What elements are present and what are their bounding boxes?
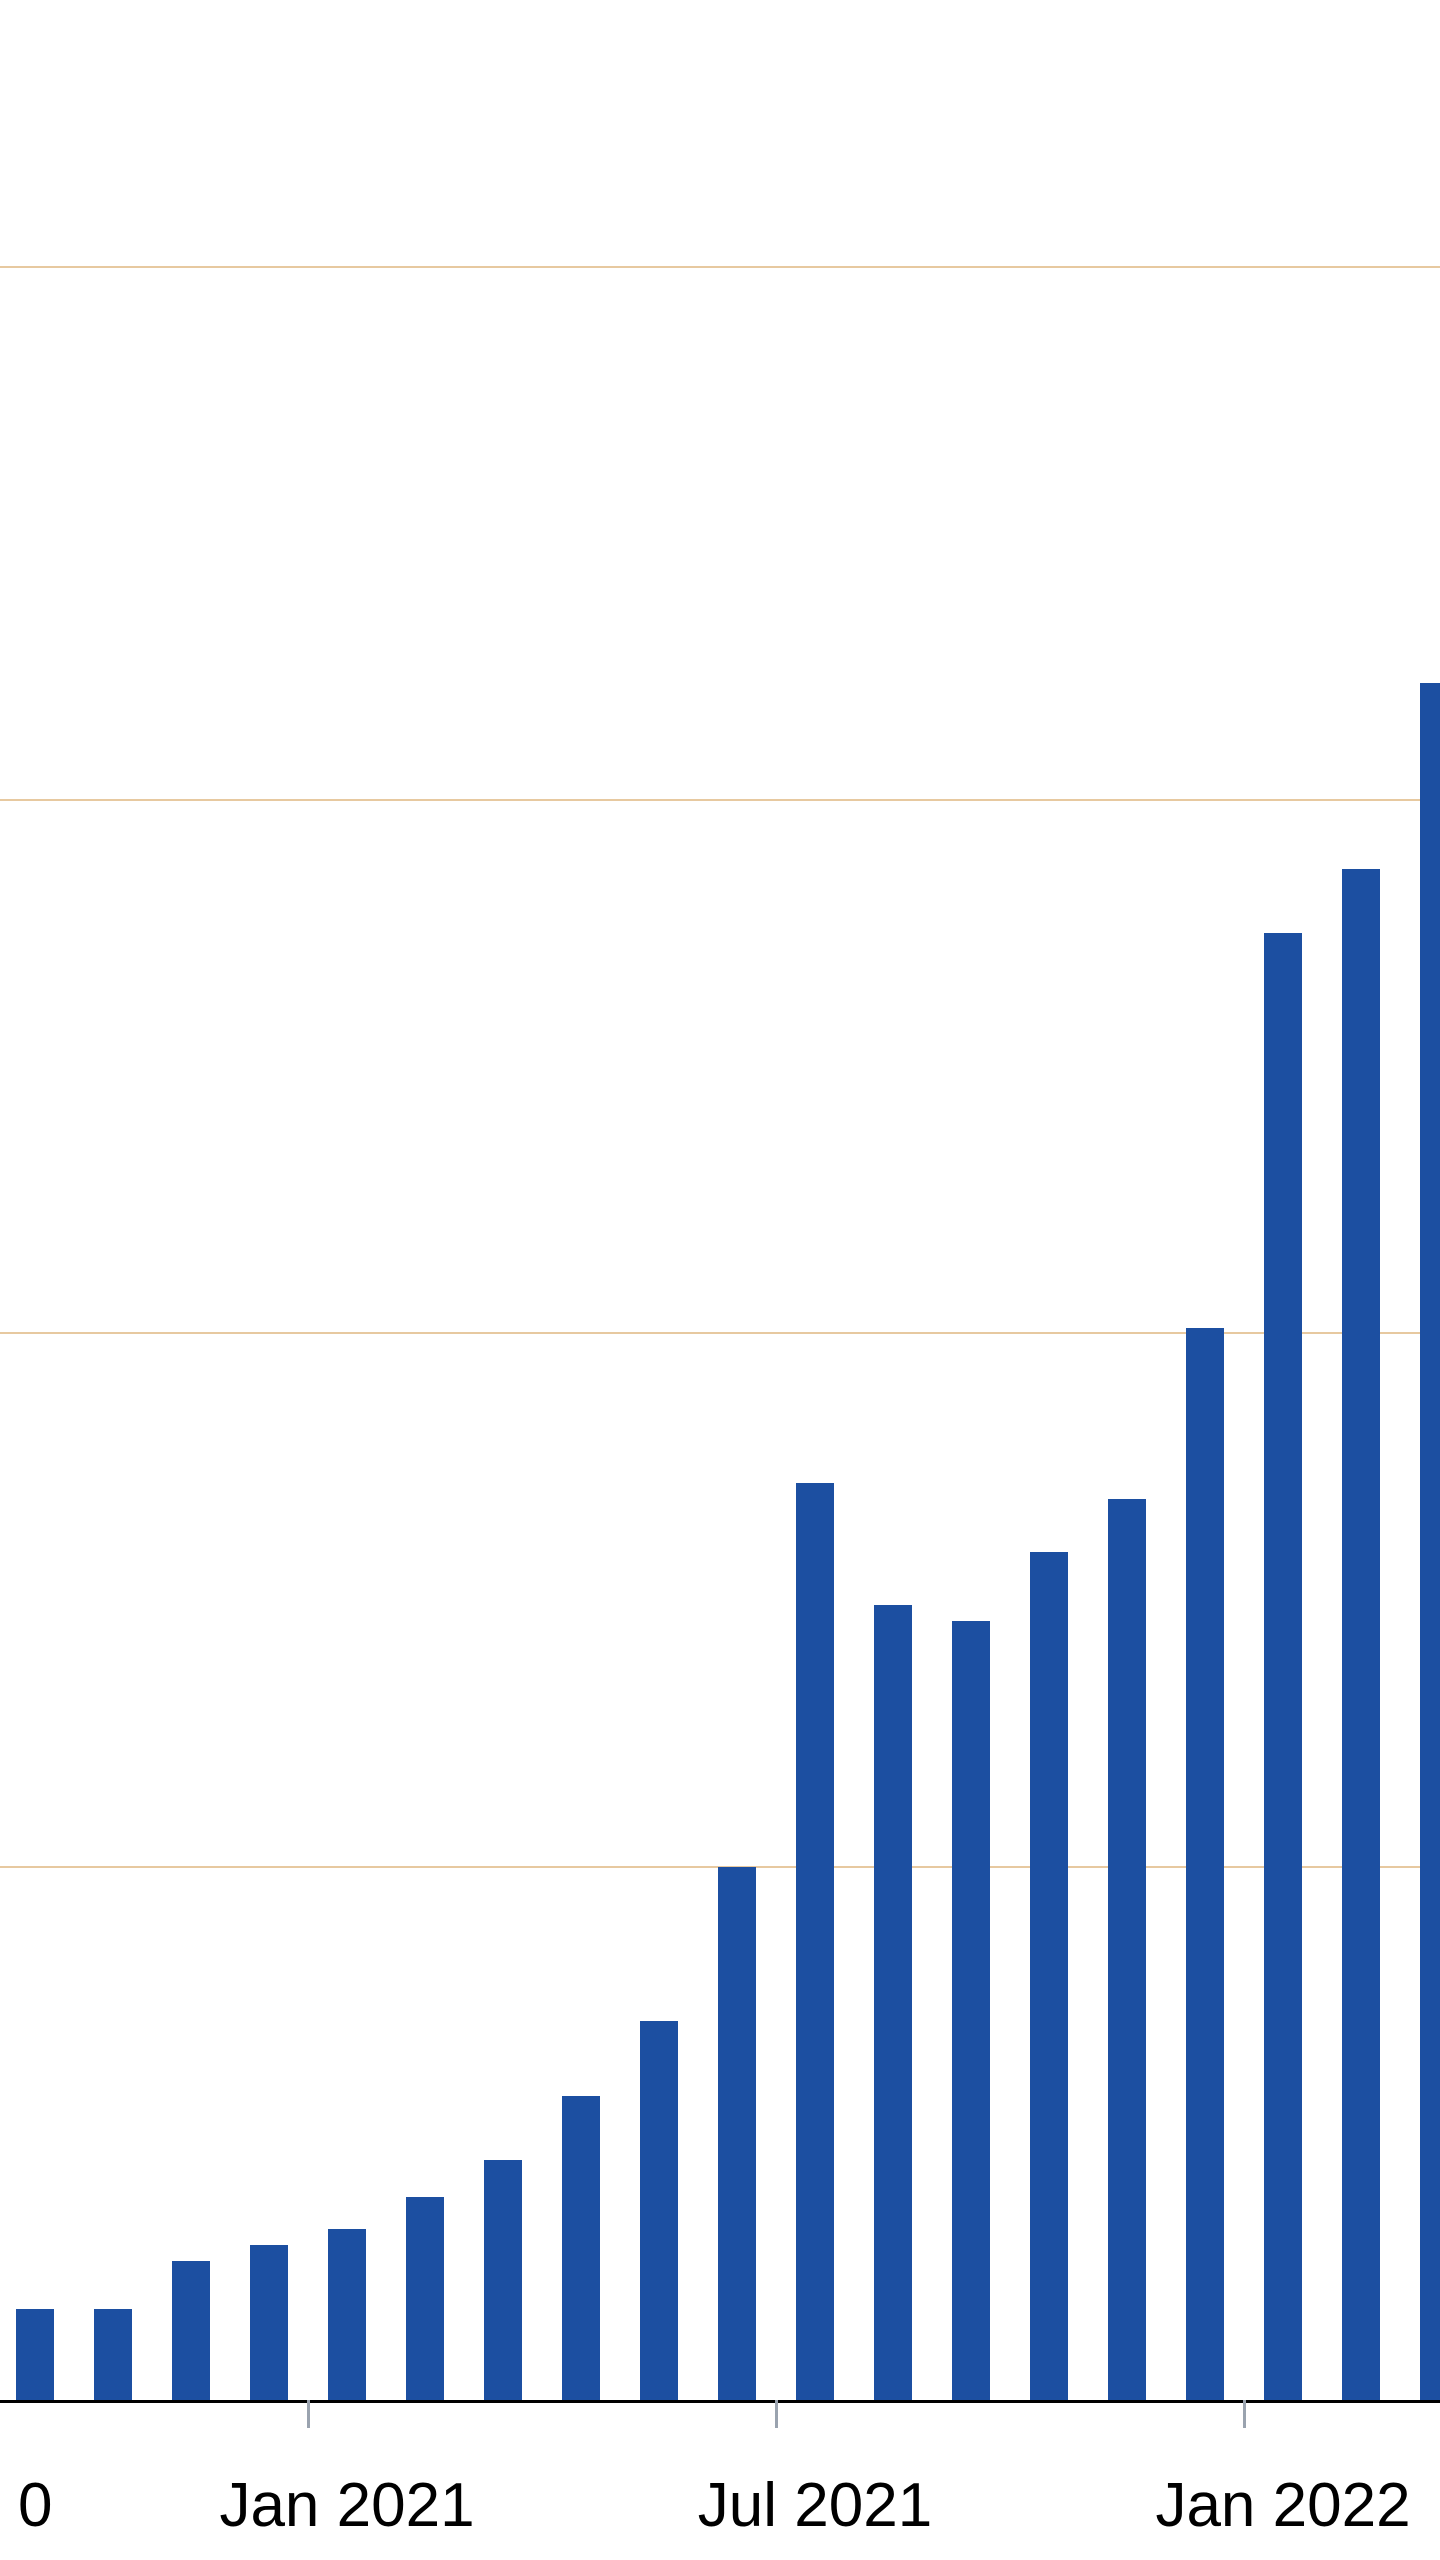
bar (1186, 1328, 1224, 2400)
bar (16, 2309, 54, 2400)
x-tick (307, 2400, 310, 2428)
bar (796, 1483, 834, 2400)
bar (94, 2309, 132, 2400)
x-axis-baseline (0, 2400, 1440, 2403)
x-axis-label: Jan 2022 (1155, 2470, 1410, 2541)
bar (1342, 869, 1380, 2400)
bar-chart: 0 Jan 2021 Jul 2021 Jan 2022 (0, 0, 1440, 2560)
plot-area (0, 0, 1440, 2400)
bar (484, 2160, 522, 2400)
bar (562, 2096, 600, 2400)
x-tick (775, 2400, 778, 2428)
bar (172, 2261, 210, 2400)
bar (640, 2021, 678, 2400)
x-axis-label-fragment: 0 (18, 2470, 52, 2541)
bar (1030, 1552, 1068, 2400)
bar (1420, 683, 1440, 2400)
bar (1264, 933, 1302, 2400)
bar (1108, 1499, 1146, 2400)
x-axis-label: Jul 2021 (698, 2470, 932, 2541)
bar (328, 2229, 366, 2400)
bar (874, 1605, 912, 2400)
bar (718, 1867, 756, 2400)
bar (406, 2197, 444, 2400)
bar (250, 2245, 288, 2400)
bars-group (0, 0, 1440, 2400)
x-tick (1243, 2400, 1246, 2428)
x-axis-label: Jan 2021 (219, 2470, 474, 2541)
bar (952, 1621, 990, 2400)
